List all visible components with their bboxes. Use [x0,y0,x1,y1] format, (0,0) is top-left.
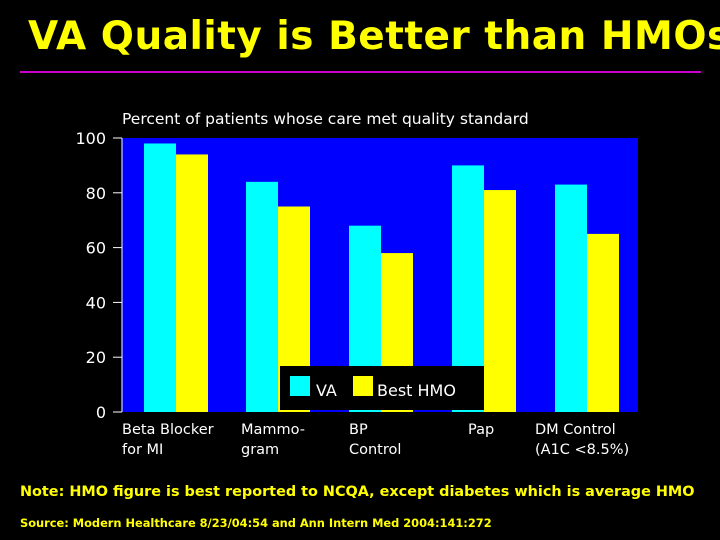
bar-hmo-4 [484,190,516,412]
slide-title: VA Quality is Better than HMOs [28,14,720,59]
title-divider [20,71,701,73]
bar-va-2 [246,181,278,412]
x-category-label-line: (A1C <8.5%) [535,442,629,458]
y-tick-label-20: 20 [86,348,106,367]
legend-label-hmo: Best HMO [377,381,456,400]
x-category-label-line: BP [349,422,368,438]
x-category-label-line: Beta Blocker [122,422,214,438]
y-tick-label-40: 40 [86,293,106,312]
source-citation: Source: Modern Healthcare 8/23/04:54 and… [20,516,492,530]
legend-box [280,366,484,410]
x-category-label-3: BP Control [349,422,401,458]
bars-layer [144,143,619,413]
bar-hmo-5 [587,233,619,412]
x-axis-labels: Beta Blocker for MI Mammo-gram BP Control Pap… [122,422,629,458]
y-tick-label-60: 60 [86,239,106,258]
x-category-label-2: Mammo-gram [241,422,305,458]
x-category-label-line: DM Control [535,422,616,438]
x-category-label-line: Pap [468,422,494,438]
y-tick-label-100: 100 [75,129,106,148]
legend-swatch-hmo [353,376,373,396]
y-tick-label-80: 80 [86,184,106,203]
x-category-label-1: Beta Blocker for MI [122,422,214,458]
bar-va-5 [555,184,587,412]
x-category-label-line: Mammo- [241,422,305,438]
x-category-label-4: Pap [468,422,494,438]
footnote: Note: HMO figure is best reported to NCQ… [20,484,695,500]
y-axis: 0 20 40 60 80 100 [75,129,123,422]
x-category-label-5: DM Control (A1C <8.5%) [535,422,629,458]
bar-hmo-1 [176,154,208,412]
legend-swatch-va [290,376,310,396]
y-tick-label-0: 0 [96,403,106,422]
x-category-label-line: gram [241,442,279,458]
x-category-label-line: for MI [122,442,163,458]
chart-title: Percent of patients whose care met quali… [122,110,529,128]
legend-label-va: VA [316,381,337,400]
legend: VA Best HMO [280,366,484,410]
x-category-label-line: Control [349,442,401,458]
bar-va-1 [144,143,176,413]
